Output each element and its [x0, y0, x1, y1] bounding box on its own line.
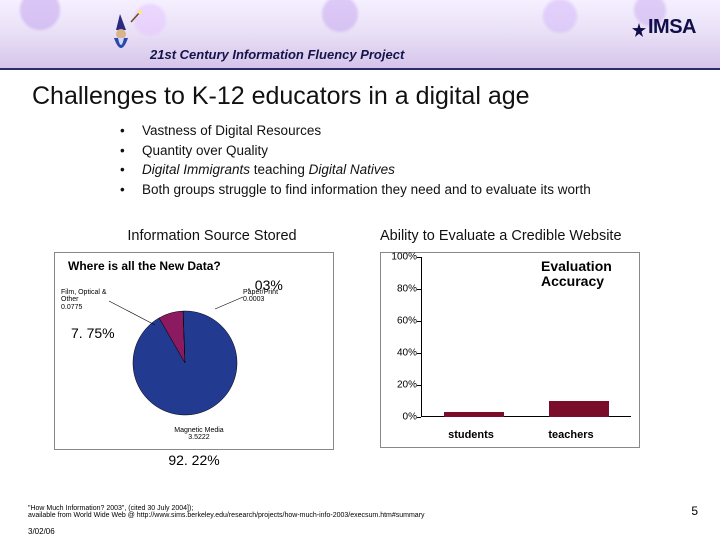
bullet-text: Quantity over Quality — [142, 141, 704, 161]
bullet-item: •Both groups struggle to find informatio… — [120, 180, 704, 200]
bar-chart-section: Ability to Evaluate a Credible Website E… — [370, 228, 720, 468]
bullet-item: •Quantity over Quality — [120, 141, 704, 161]
bar-chart-box: Evaluation Accuracy 0%20%40%60%80%100% s… — [380, 252, 640, 448]
pie-chart-box: Where is all the New Data? Film, Optical… — [54, 252, 334, 450]
bullet-text: Both groups struggle to find information… — [142, 180, 704, 200]
slide-body: Challenges to K-12 educators in a digita… — [0, 70, 720, 199]
bar-ytick: 100% — [385, 252, 421, 263]
bullet-item: •Digital Immigrants teaching Digital Nat… — [120, 160, 704, 180]
bullet-marker: • — [120, 180, 142, 200]
pie-overlay-left: 7. 75% — [71, 325, 115, 341]
citation-line-1: "How Much Information? 2003", (cited 30 … — [28, 505, 548, 513]
bar-heading: Ability to Evaluate a Credible Website — [370, 228, 720, 244]
pie-chart-svg — [125, 303, 245, 423]
bullet-item: •Vastness of Digital Resources — [120, 121, 704, 141]
bar-rect — [444, 412, 504, 417]
bar-plot-area: 0%20%40%60%80%100% — [421, 257, 631, 417]
bar-xlabel-students: students — [431, 429, 511, 441]
pie-label-film: Film, Optical & Other 0.0775 — [61, 289, 117, 311]
pie-box-title: Where is all the New Data? — [68, 259, 221, 273]
pie-chart-section: Information Source Stored Where is all t… — [0, 228, 370, 468]
slide-title: Challenges to K-12 educators in a digita… — [32, 82, 704, 111]
bullet-marker: • — [120, 141, 142, 161]
pie-label-magnetic: Magnetic Media 3.5222 — [159, 427, 239, 442]
imsa-logo: IMSA — [632, 16, 696, 39]
imsa-text: IMSA — [648, 16, 696, 39]
bullet-text: Vastness of Digital Resources — [142, 121, 704, 141]
bar-ytick: 60% — [385, 316, 421, 327]
bar-ytick: 0% — [385, 412, 421, 423]
bar-ytick: 40% — [385, 348, 421, 359]
bar-ytick: 80% — [385, 284, 421, 295]
bar-rect — [549, 401, 609, 417]
wizard-icon — [96, 10, 146, 60]
header-banner: IMSA 21st Century Information Fluency Pr… — [0, 0, 720, 70]
pie-heading: Information Source Stored — [54, 228, 370, 244]
bar-axes — [421, 257, 631, 417]
imsa-star-icon — [632, 20, 646, 34]
bullet-marker: • — [120, 160, 142, 180]
bullet-text: Digital Immigrants teaching Digital Nati… — [142, 160, 704, 180]
bar-xlabel-teachers: teachers — [531, 429, 611, 441]
bullet-list: •Vastness of Digital Resources•Quantity … — [120, 121, 704, 199]
bullet-marker: • — [120, 121, 142, 141]
page-number: 5 — [691, 504, 698, 518]
pie-overlay-top: . 03% — [247, 277, 283, 293]
bar-ytick: 20% — [385, 380, 421, 391]
pie-overlay-bottom: 92. 22% — [54, 452, 334, 468]
citation-text: "How Much Information? 2003", (cited 30 … — [28, 505, 548, 520]
charts-row: Information Source Stored Where is all t… — [0, 228, 720, 468]
footer-date: 3/02/06 — [28, 527, 55, 536]
project-title: 21st Century Information Fluency Project — [150, 47, 404, 62]
citation-line-2: available from World Wide Web @ http://w… — [28, 512, 548, 520]
